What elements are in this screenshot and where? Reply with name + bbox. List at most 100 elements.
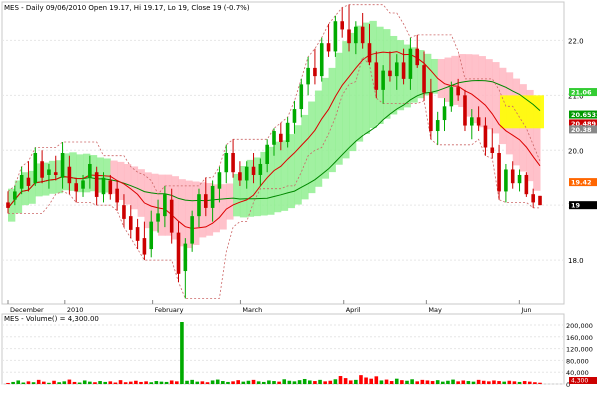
volume-bar — [538, 382, 542, 384]
cloud-segment — [42, 162, 50, 196]
cloud-segment — [301, 114, 309, 200]
price-tag-label: 21.06 — [571, 89, 592, 97]
volume-bar — [512, 381, 517, 384]
volume-bars — [6, 322, 542, 384]
candle-body — [156, 213, 160, 222]
volume-header: MES - Volume() = 4,300.00 — [4, 315, 99, 323]
cloud-segment — [492, 62, 500, 134]
candle-body — [442, 106, 447, 121]
candle-body — [149, 221, 154, 250]
candle-body — [490, 147, 495, 153]
cloud-segment — [430, 58, 439, 94]
volume-bar — [103, 381, 107, 384]
cloud-segment — [478, 56, 486, 128]
candle-body — [408, 48, 413, 79]
candle-body — [258, 163, 263, 175]
volume-bar — [405, 380, 409, 384]
candle-body — [203, 194, 208, 208]
cloud-segment — [117, 161, 125, 201]
cloud-segment — [192, 181, 200, 245]
volume-bar — [527, 381, 532, 384]
volume-bar — [420, 379, 425, 384]
volume-bar — [481, 380, 486, 384]
volume-bar — [21, 382, 26, 384]
cloud-segment — [349, 32, 357, 152]
volume-bar — [159, 381, 164, 384]
volume-bar — [88, 381, 92, 384]
candle-body — [388, 70, 392, 77]
cloud-segment — [185, 180, 193, 249]
cloud-segment — [355, 25, 364, 142]
volume-bar — [446, 380, 450, 384]
cloud-segment — [280, 140, 289, 211]
candle-body — [429, 92, 433, 132]
volume-bar — [364, 377, 368, 384]
candle-body — [176, 232, 181, 274]
volume-last-tag — [569, 377, 597, 384]
candle-body — [469, 117, 474, 126]
cloud-segment — [239, 166, 248, 218]
price-tag-label: 19.42 — [571, 179, 592, 187]
candle-body — [163, 194, 167, 217]
volume-bar — [175, 381, 179, 384]
candle-body — [367, 43, 372, 63]
volume-bar — [47, 382, 51, 384]
candle-body — [88, 163, 92, 178]
volume-tick-label: 200,000 — [566, 322, 593, 330]
cloud-segment — [314, 90, 323, 187]
candle-body — [128, 216, 133, 230]
volume-bar — [302, 378, 307, 384]
volume-bar — [348, 380, 353, 384]
price-tick-label: 22.0 — [568, 37, 584, 45]
candle-body — [504, 169, 508, 192]
volume-bar — [62, 381, 67, 384]
price-tick-label: 18.0 — [568, 257, 584, 265]
volume-bar — [369, 378, 373, 384]
cloud-segment — [62, 153, 70, 191]
volume-bar — [169, 380, 174, 384]
volume-bar — [308, 380, 312, 384]
volume-bar — [435, 380, 440, 384]
candle-body — [101, 177, 106, 195]
cloud-segment — [287, 134, 295, 209]
volume-bar — [57, 382, 61, 384]
volume-bar — [359, 375, 363, 384]
cloud-segment — [424, 53, 432, 96]
volume-bar — [77, 382, 82, 384]
candles — [6, 4, 542, 299]
cloud-segment — [171, 176, 180, 240]
candle-body — [422, 65, 426, 93]
candle-body — [197, 194, 201, 217]
volume-bar — [180, 322, 184, 384]
volume-bar — [6, 382, 10, 384]
volume-axis: 0 40,000 80,000 120,000 160,000 200,000 4,300 — [566, 322, 597, 389]
volume-bar — [108, 381, 113, 384]
volume-bar — [215, 379, 220, 384]
cloud-segment — [28, 170, 36, 204]
cloud-segment — [396, 40, 405, 111]
price-tick-label: 21.0 — [568, 92, 584, 100]
cloud-segment — [55, 160, 64, 194]
cloud-segment — [464, 54, 473, 117]
volume-bar — [430, 381, 435, 384]
volume-tick-label: 0 — [566, 381, 570, 389]
volume-tick-label: 160,000 — [566, 334, 593, 342]
volume-bar — [323, 381, 327, 384]
volume-bar — [16, 380, 21, 384]
cloud-segment — [130, 166, 139, 210]
candle-body — [67, 166, 72, 184]
cloud-segment — [76, 154, 84, 193]
price-tag-box — [569, 88, 597, 97]
cloud-segment — [198, 182, 207, 238]
candle-body — [360, 26, 365, 44]
cloud-segment — [471, 54, 480, 124]
volume-bar — [67, 379, 72, 384]
candle-body — [292, 109, 297, 123]
candle-body — [265, 144, 269, 164]
volume-bar — [379, 380, 384, 384]
cloud-segment — [144, 172, 152, 229]
candle-body — [517, 174, 522, 184]
cloud-segment — [485, 59, 493, 130]
cloud-segment — [403, 44, 411, 108]
